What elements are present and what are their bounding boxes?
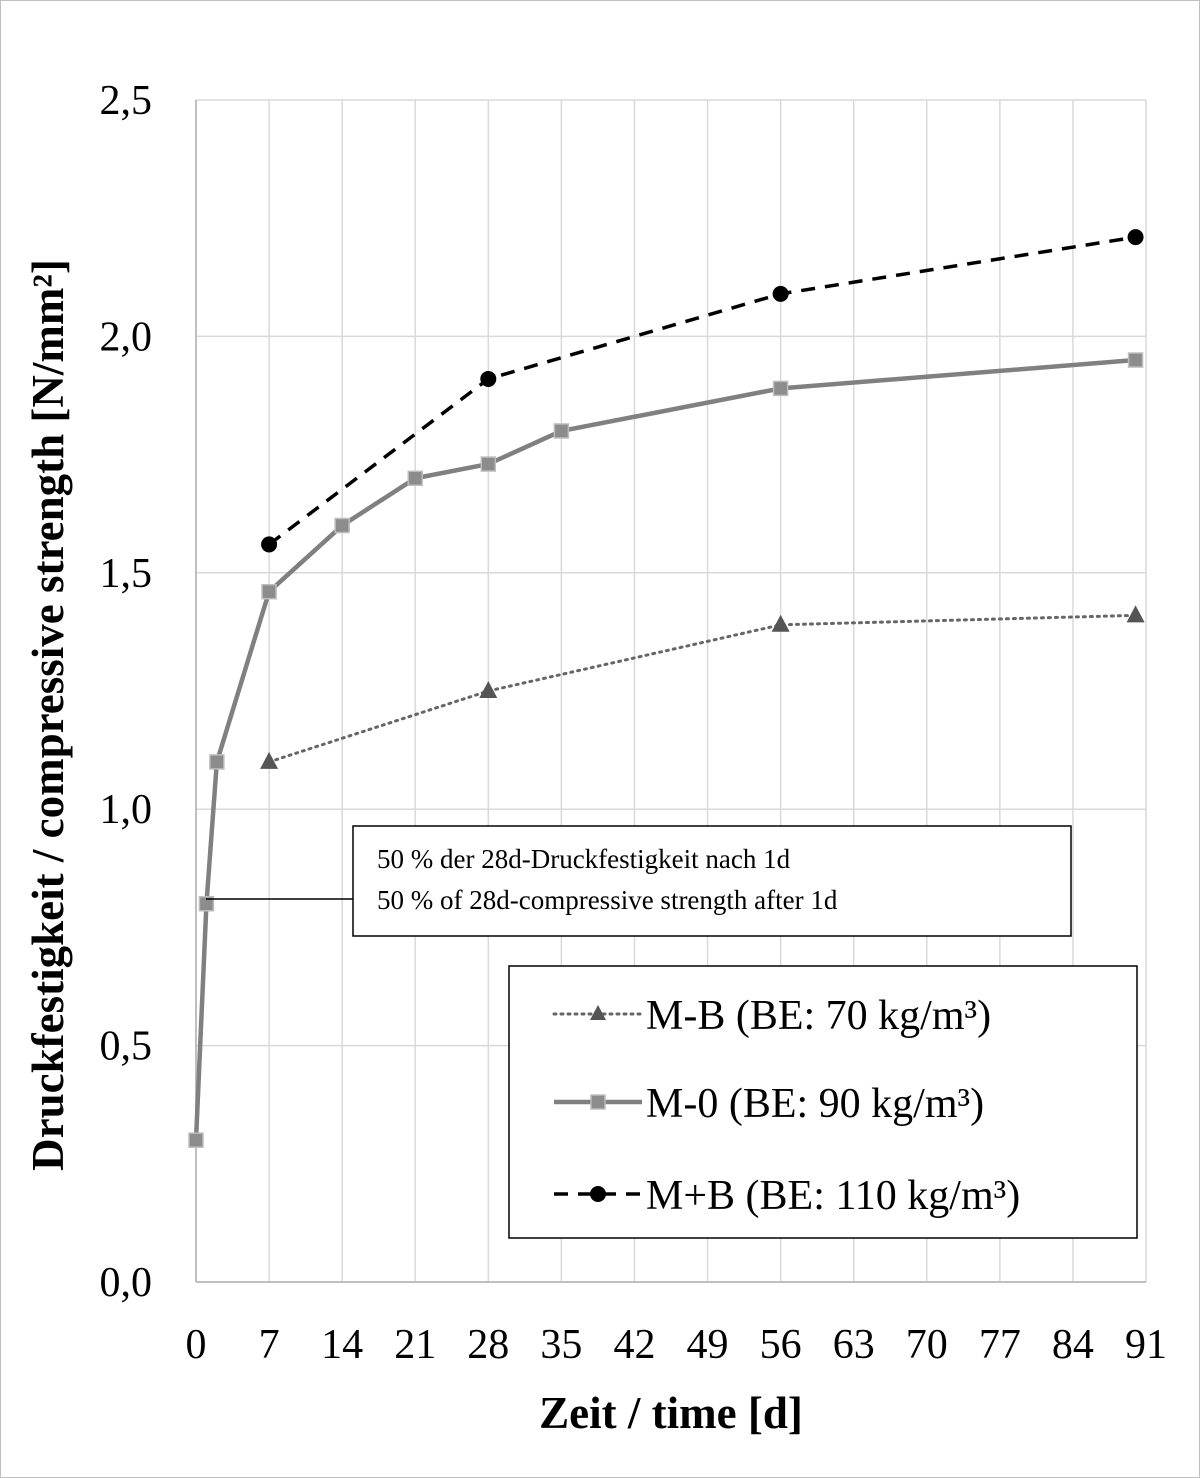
data-point-square bbox=[209, 754, 225, 770]
annotation-line-de: 50 % der 28d-Druckfestigkeit nach 1d bbox=[377, 844, 791, 874]
x-tick-label: 35 bbox=[540, 1322, 582, 1368]
annotation-line-en: 50 % of 28d-compressive strength after 1… bbox=[377, 885, 838, 915]
series-circle-group bbox=[261, 229, 1144, 553]
y-axis-title: Druckfestigkeit / compressive strength [… bbox=[23, 259, 73, 1171]
legend-label-m-plus-b: M+B (BE: 110 kg/m³) bbox=[646, 1173, 1020, 1219]
y-tick-label: 1,5 bbox=[100, 551, 153, 597]
data-point-square bbox=[772, 380, 789, 397]
series-layer bbox=[188, 229, 1145, 1148]
data-point-triangle bbox=[1126, 605, 1145, 623]
x-axis-title: Zeit / time [d] bbox=[539, 1388, 803, 1438]
axes bbox=[195, 100, 1146, 1283]
x-tick-label: 49 bbox=[687, 1322, 729, 1368]
data-point-triangle bbox=[479, 681, 498, 698]
y-tick-label: 0,5 bbox=[100, 1024, 153, 1070]
data-point-square bbox=[553, 423, 570, 439]
x-tick-label: 42 bbox=[613, 1322, 655, 1368]
legend-entry-m-plus-b: M+B (BE: 110 kg/m³) bbox=[554, 1173, 1020, 1219]
y-tick-label: 2,0 bbox=[100, 314, 153, 360]
data-point-circle bbox=[772, 285, 789, 302]
y-tick-label: 2,5 bbox=[100, 78, 153, 124]
data-point-square bbox=[198, 896, 215, 912]
legend-circle-marker bbox=[590, 1186, 606, 1202]
data-point-square bbox=[407, 470, 423, 486]
series-line bbox=[193, 357, 1136, 1141]
annotation-box bbox=[352, 825, 1072, 937]
data-point-circle bbox=[261, 536, 278, 553]
x-tick-label: 14 bbox=[321, 1322, 363, 1368]
series-line bbox=[267, 613, 1138, 764]
data-point-circle bbox=[1127, 229, 1144, 246]
x-tick-label: 77 bbox=[979, 1322, 1021, 1368]
legend: M-B (BE: 70 kg/m³) M-0 (BE: 90 kg/m³) M+… bbox=[508, 965, 1138, 1239]
data-point-square bbox=[480, 456, 497, 472]
data-point-square bbox=[261, 583, 277, 600]
legend-label-m-0: M-0 (BE: 90 kg/m³) bbox=[646, 1081, 984, 1127]
legend-label-m-b: M-B (BE: 70 kg/m³) bbox=[646, 993, 991, 1039]
x-tick-label: 21 bbox=[394, 1322, 436, 1368]
x-tick-label: 91 bbox=[1125, 1322, 1167, 1368]
annotation: 50 % der 28d-Druckfestigkeit nach 1d 50 … bbox=[206, 825, 1072, 937]
x-tick-label: 7 bbox=[259, 1322, 280, 1368]
data-point-square bbox=[334, 517, 350, 534]
legend-entry-m-b: M-B (BE: 70 kg/m³) bbox=[552, 993, 991, 1039]
series-square-group bbox=[188, 352, 1144, 1148]
legend-triangle-marker bbox=[590, 1005, 606, 1020]
y-tick-label: 1,0 bbox=[100, 787, 153, 833]
y-tick-labels: 0,0 0,5 1,0 1,5 2,0 2,5 bbox=[100, 78, 153, 1306]
x-tick-label: 0 bbox=[186, 1322, 207, 1368]
series-triangle-group bbox=[260, 605, 1145, 769]
y-tick-label: 0,0 bbox=[100, 1260, 153, 1306]
data-point-triangle bbox=[771, 614, 790, 632]
data-point-circle bbox=[480, 370, 497, 387]
x-tick-label: 63 bbox=[833, 1322, 875, 1368]
legend-entry-m-0: M-0 (BE: 90 kg/m³) bbox=[554, 1081, 984, 1127]
legend-square-marker bbox=[590, 1094, 606, 1110]
x-tick-labels: 0 7 14 21 28 35 42 49 56 63 70 77 84 91 bbox=[186, 1322, 1168, 1368]
data-point-triangle bbox=[260, 751, 279, 769]
x-tick-label: 70 bbox=[906, 1322, 948, 1368]
x-tick-label: 84 bbox=[1052, 1322, 1094, 1368]
x-tick-label: 56 bbox=[760, 1322, 802, 1368]
series-line bbox=[268, 235, 1136, 546]
x-tick-label: 28 bbox=[467, 1322, 509, 1368]
data-point-square bbox=[1127, 352, 1144, 368]
data-point-square bbox=[188, 1132, 204, 1148]
